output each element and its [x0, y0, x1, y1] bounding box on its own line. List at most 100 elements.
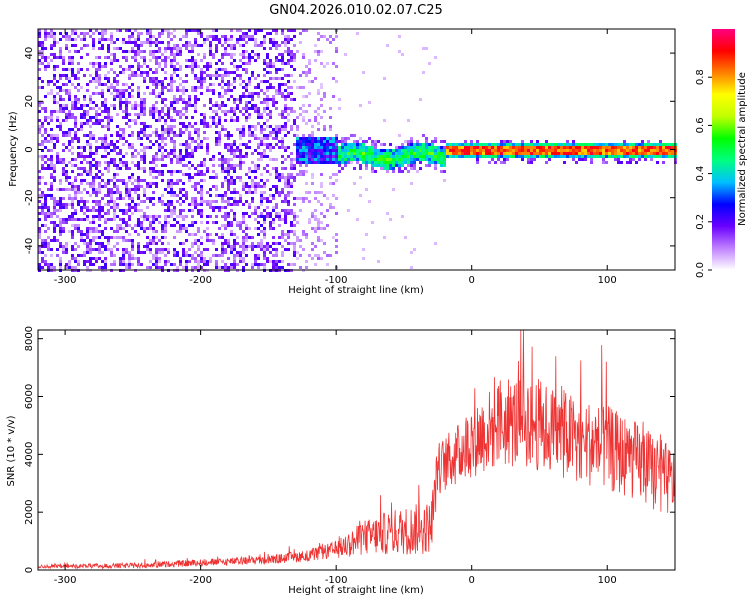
- heatmap-cell: [185, 125, 188, 128]
- heatmap-cell: [290, 167, 293, 170]
- heatmap-cell: [212, 110, 215, 113]
- heatmap-cell: [311, 137, 314, 140]
- heatmap-cell: [227, 89, 230, 92]
- heatmap-cell: [431, 143, 434, 146]
- heatmap-cell: [527, 149, 530, 152]
- heatmap-cell: [143, 113, 146, 116]
- heatmap-cell: [56, 41, 59, 44]
- heatmap-cell: [560, 155, 563, 158]
- heatmap-cell: [506, 158, 509, 161]
- heatmap-cell: [38, 128, 41, 131]
- heatmap-cell: [239, 77, 242, 80]
- heatmap-cell: [269, 32, 272, 35]
- heatmap-cell: [224, 248, 227, 251]
- heatmap-cell: [143, 98, 146, 101]
- heatmap-cell: [245, 245, 248, 248]
- heatmap-cell: [536, 143, 539, 146]
- heatmap-cell: [332, 143, 335, 146]
- heatmap-cell: [257, 245, 260, 248]
- heatmap-cell: [158, 221, 161, 224]
- heatmap-cell: [275, 206, 278, 209]
- heatmap-cell: [641, 143, 644, 146]
- heatmap-cell: [362, 71, 365, 74]
- heatmap-cell: [557, 155, 560, 158]
- heatmap-cell: [230, 83, 233, 86]
- heatmap-cell: [653, 152, 656, 155]
- heatmap-cell: [200, 122, 203, 125]
- heatmap-cell: [671, 143, 674, 146]
- heatmap-cell: [152, 104, 155, 107]
- heatmap-cell: [242, 125, 245, 128]
- heatmap-cell: [521, 146, 524, 149]
- heatmap-cell: [287, 191, 290, 194]
- heatmap-cell: [386, 44, 389, 47]
- heatmap-cell: [257, 110, 260, 113]
- heatmap-cell: [65, 116, 68, 119]
- heatmap-cell: [209, 98, 212, 101]
- heatmap-cell: [122, 128, 125, 131]
- heatmap-cell: [212, 29, 215, 32]
- heatmap-cell: [59, 188, 62, 191]
- heatmap-cell: [356, 149, 359, 152]
- heatmap-cell: [335, 212, 338, 215]
- heatmap-cell: [47, 149, 50, 152]
- heatmap-cell: [230, 221, 233, 224]
- heatmap-cell: [50, 44, 53, 47]
- heatmap-cell: [74, 266, 77, 269]
- heatmap-cell: [38, 86, 41, 89]
- heatmap-cell: [212, 38, 215, 41]
- heatmap-cell: [131, 155, 134, 158]
- heatmap-cell: [104, 248, 107, 251]
- heatmap-cell: [41, 125, 44, 128]
- heatmap-cell: [137, 131, 140, 134]
- heatmap-cell: [197, 227, 200, 230]
- heatmap-cell: [266, 248, 269, 251]
- heatmap-cell: [308, 134, 311, 137]
- heatmap-cell: [125, 209, 128, 212]
- heatmap-cell: [230, 47, 233, 50]
- heatmap-cell: [131, 95, 134, 98]
- heatmap-cell: [113, 89, 116, 92]
- heatmap-cell: [653, 146, 656, 149]
- heatmap-cell: [92, 44, 95, 47]
- heatmap-cell: [140, 107, 143, 110]
- heatmap-cell: [134, 44, 137, 47]
- heatmap-cell: [161, 170, 164, 173]
- heatmap-cell: [284, 218, 287, 221]
- heatmap-cell: [296, 128, 299, 131]
- heatmap-cell: [38, 230, 41, 233]
- heatmap-cell: [251, 104, 254, 107]
- heatmap-cell: [341, 149, 344, 152]
- heatmap-cell: [185, 101, 188, 104]
- heatmap-cell: [287, 263, 290, 266]
- heatmap-cell: [434, 152, 437, 155]
- heatmap-cell: [494, 152, 497, 155]
- heatmap-cell: [167, 206, 170, 209]
- heatmap-cell: [104, 38, 107, 41]
- heatmap-cell: [104, 83, 107, 86]
- heatmap-cell: [98, 215, 101, 218]
- heatmap-cell: [59, 158, 62, 161]
- heatmap-cell: [605, 149, 608, 152]
- heatmap-cell: [158, 62, 161, 65]
- heatmap-cell: [173, 191, 176, 194]
- heatmap-cell: [272, 218, 275, 221]
- heatmap-cell: [368, 149, 371, 152]
- heatmap-cell: [191, 197, 194, 200]
- heatmap-cell: [200, 44, 203, 47]
- heatmap-cell: [317, 152, 320, 155]
- heatmap-cell: [293, 251, 296, 254]
- heatmap-cell: [350, 158, 353, 161]
- heatmap-cell: [194, 197, 197, 200]
- heatmap-cell: [584, 149, 587, 152]
- heatmap-cell: [416, 146, 419, 149]
- heatmap-cell: [134, 179, 137, 182]
- heatmap-cell: [71, 113, 74, 116]
- heatmap-cell: [215, 248, 218, 251]
- heatmap-cell: [662, 149, 665, 152]
- heatmap-cell: [239, 38, 242, 41]
- heatmap-cell: [179, 53, 182, 56]
- heatmap-cell: [209, 125, 212, 128]
- heatmap-cell: [101, 29, 104, 32]
- heatmap-cell: [95, 203, 98, 206]
